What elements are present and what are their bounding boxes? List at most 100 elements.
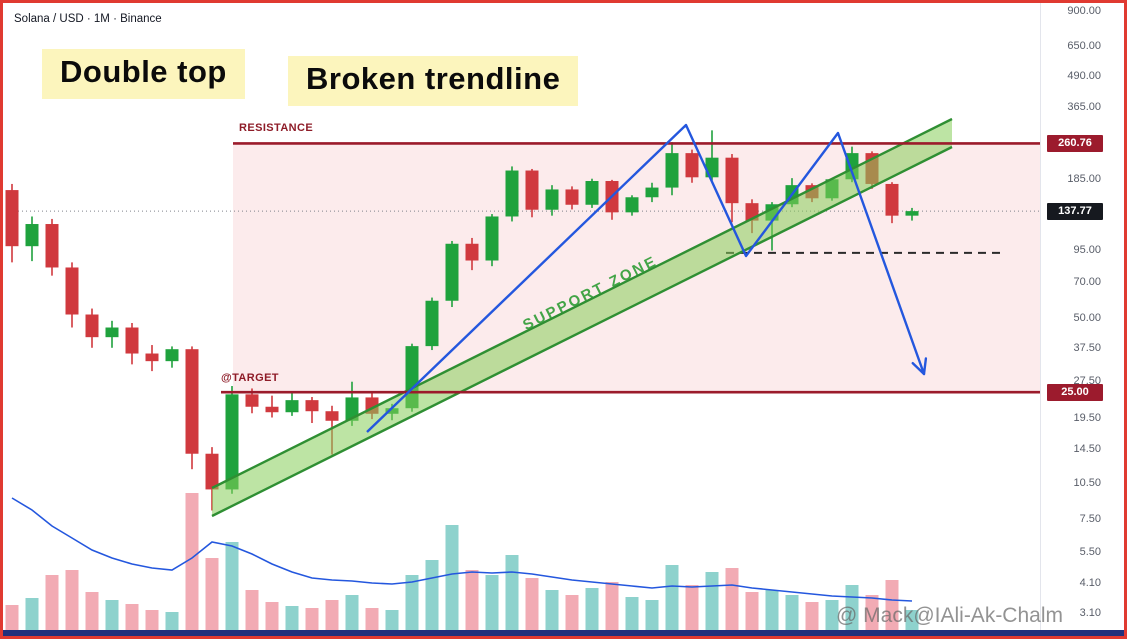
candle-body [25,224,39,247]
volume-bar [705,572,719,630]
volume-bar [405,575,419,630]
volume-bar [105,600,119,630]
price-tag-current: 137.77 [1047,202,1103,220]
candle-body [445,243,459,301]
candle-body [725,157,739,204]
trend-path[interactable] [366,123,926,433]
volume-bar [825,600,839,630]
volume-bar [25,598,39,630]
axis-tick: 7.50 [1079,512,1101,525]
candle-body [205,453,219,490]
volume-bar [785,595,799,630]
volume-bar [65,570,79,630]
resistance-target-zone[interactable] [233,143,1040,393]
watermark: @ Mack@IAli-Ak-Chalm [836,604,1063,627]
volume-bar [485,575,499,630]
candle-body [165,349,179,362]
support-zone[interactable] [212,119,952,516]
candle-body [325,411,339,421]
candle-body [625,197,639,213]
support-zone-lower-edge[interactable] [211,145,953,518]
volume-bar [885,580,899,630]
candle-body [665,153,679,188]
candle-body [145,353,159,362]
volume-bar [265,602,279,630]
candle-body [225,394,239,490]
candle-body [5,190,19,247]
volume-bar [445,525,459,630]
volume-bar [125,604,139,630]
candle-body [305,400,319,412]
candle-body [245,394,259,407]
volume-bar [725,568,739,630]
price-axis[interactable]: 260.76 137.77 25.00 900.00 650.00 490.00 36… [1040,0,1127,639]
price-tag-target: 25.00 [1047,383,1103,401]
volume-bar [605,582,619,630]
axis-tick: 650.00 [1067,39,1101,52]
volume-bar [685,585,699,630]
candle-body [485,216,499,261]
volume-ma-line [11,497,913,602]
axis-tick: 900.00 [1067,5,1101,17]
symbol-title[interactable]: Solana / USD · 1M · Binance [14,13,162,25]
axis-tick: 185.00 [1067,172,1101,185]
volume-bar [525,578,539,630]
bottom-bar [0,630,1127,637]
volume-bar [425,560,439,630]
volume-bar [285,606,299,630]
volume-bar [665,565,679,630]
axis-tick: 27.50 [1073,375,1101,388]
volume-bar [365,608,379,630]
candle-body [905,211,919,216]
volume-bar [385,610,399,630]
candle-body [285,400,299,413]
axis-tick: 4.10 [1079,577,1101,590]
candle-body [885,183,899,216]
annotation-broken-trendline[interactable]: Broken trendline [288,56,579,106]
volume-bar [85,592,99,630]
support-zone-upper-edge[interactable] [211,117,953,490]
trend-arrowhead-icon [922,357,928,376]
candle-body [265,406,279,413]
volume-bar [205,558,219,630]
axis-tick: 50.00 [1073,311,1101,324]
volume-bar [165,612,179,630]
volume-bar [545,590,559,630]
axis-tick: 19.50 [1073,411,1101,424]
axis-tick: 70.00 [1073,275,1101,288]
candle-body [645,187,659,198]
volume-bar [305,608,319,630]
volume-bar [865,595,879,630]
volume-bar [5,605,19,630]
candle-body [505,170,519,217]
axis-tick: 10.50 [1073,477,1101,490]
candle-body [545,189,559,210]
volume-bar [185,493,199,630]
target-label[interactable]: @TARGET [221,372,279,384]
candle-body [465,243,479,261]
volume-bar [45,575,59,630]
candle-body [585,181,599,205]
volume-bar [565,595,579,630]
candle-body [425,300,439,347]
volume-bar [345,595,359,630]
candle-body [685,153,699,178]
volume-bar [805,602,819,630]
axis-tick: 490.00 [1067,69,1101,82]
candle-body [185,349,199,454]
axis-tick: 5.50 [1079,545,1101,558]
axis-tick: 365.00 [1067,100,1101,113]
candle-body [85,314,99,338]
resistance-label[interactable]: RESISTANCE [239,122,314,134]
axis-tick: 14.50 [1073,443,1101,455]
volume-bar [585,588,599,630]
candle-body [105,327,119,338]
volume-bar [765,590,779,630]
volume-bar [325,600,339,630]
axis-tick: 3.10 [1079,606,1101,619]
volume-bar [905,610,919,630]
annotation-double-top[interactable]: Double top [42,49,245,99]
candle-body [65,267,79,315]
